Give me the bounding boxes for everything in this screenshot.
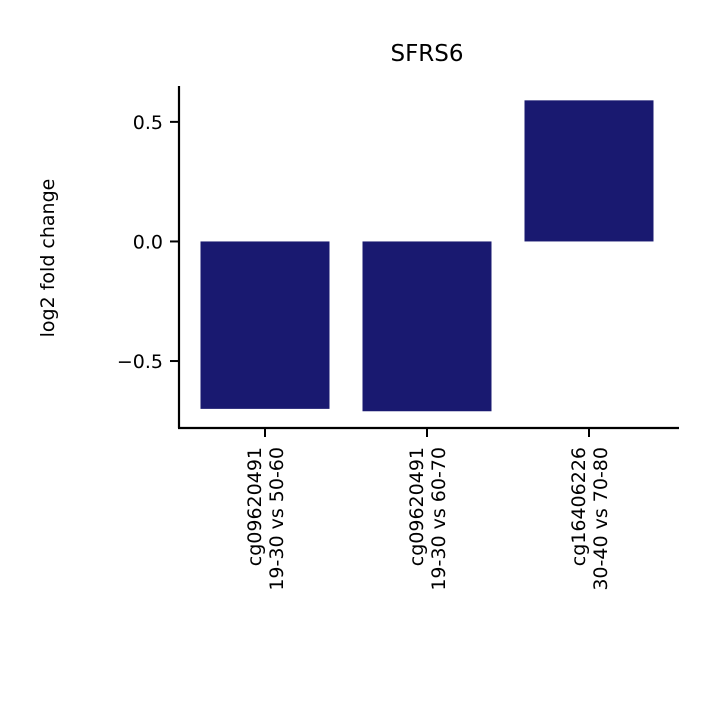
x-tick-label-1-line-1: 19-30 vs 60-70 <box>428 447 450 591</box>
x-axis-ticks: cg09620491 19-30 vs 50-60 cg09620491 19-30 … <box>244 428 612 591</box>
bar-2 <box>524 100 654 242</box>
y-axis-label: log2 fold change <box>37 179 59 338</box>
y-tick-label-2: −0.5 <box>117 351 163 373</box>
x-tick-label-2-line-0: cg16406226 <box>568 447 590 566</box>
y-tick-label-1: 0.0 <box>133 231 163 253</box>
y-axis-ticks: 0.5 0.0 −0.5 <box>117 112 179 373</box>
chart-title: SFRS6 <box>390 41 463 67</box>
x-tick-label-2-line-1: 30-40 vs 70-80 <box>590 447 612 591</box>
bar-0 <box>200 241 330 409</box>
x-tick-label-0-line-1: 19-30 vs 50-60 <box>266 447 288 591</box>
bar-1 <box>362 241 492 412</box>
y-tick-label-0: 0.5 <box>133 112 163 134</box>
x-tick-label-1-line-0: cg09620491 <box>406 447 428 566</box>
bars-group <box>200 100 654 412</box>
x-tick-label-0-line-0: cg09620491 <box>244 447 266 566</box>
